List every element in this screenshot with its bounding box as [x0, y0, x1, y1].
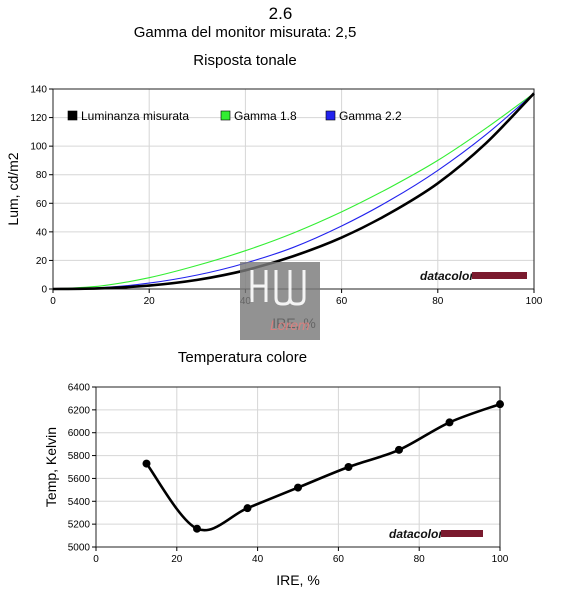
tone-response-chart: 020406080100020406080100120140Luminanza …: [5, 85, 543, 332]
x-tick-label: 0: [93, 554, 99, 565]
color-temperature-title: Temperatura colore: [177, 349, 308, 366]
y-tick-label: 120: [30, 113, 47, 124]
y-tick-label: 80: [36, 170, 48, 181]
y-tick-label: 6400: [68, 383, 91, 394]
legend-label: Gamma 2.2: [339, 109, 402, 123]
datacolor-logo-text: datacolor: [420, 269, 475, 283]
x-tick-label: 100: [492, 554, 509, 565]
data-point: [294, 483, 302, 492]
data-point: [395, 445, 403, 454]
y-tick-label: 0: [41, 285, 47, 296]
watermark-logo: Lorem: [240, 262, 320, 340]
data-point: [445, 418, 454, 427]
datacolor-logo-bar: [472, 272, 527, 279]
data-point: [243, 504, 252, 513]
x-tick-label: 80: [414, 554, 426, 565]
datacolor-logo-bar: [441, 530, 483, 537]
y-tick-label: 5600: [68, 474, 91, 485]
page-title: 2.6: [268, 4, 293, 23]
x-axis-label: IRE, %: [276, 572, 320, 588]
x-tick-label: 0: [50, 296, 56, 307]
datacolor-logo-text: datacolor: [389, 527, 444, 541]
y-axis-label: Lum, cd/m2: [5, 152, 21, 225]
y-tick-label: 5200: [68, 520, 91, 531]
x-tick-label: 80: [432, 296, 444, 307]
y-tick-label: 6000: [68, 428, 91, 439]
tone-response-title: Risposta tonale: [193, 52, 297, 69]
x-tick-label: 40: [252, 554, 264, 565]
data-point: [193, 524, 201, 533]
y-tick-label: 5000: [68, 543, 91, 554]
plot-frame: [95, 386, 501, 548]
legend-swatch: [325, 110, 336, 121]
data-point: [142, 459, 151, 468]
x-tick-label: 60: [336, 296, 348, 307]
legend-label: Luminanza misurata: [81, 109, 189, 123]
y-tick-label: 5800: [68, 451, 91, 462]
y-tick-label: 5400: [68, 497, 91, 508]
y-tick-label: 20: [36, 256, 48, 267]
legend-swatch: [67, 110, 78, 121]
legend-label: Gamma 1.8: [234, 109, 297, 123]
y-tick-label: 60: [36, 199, 48, 210]
x-tick-label: 60: [333, 554, 345, 565]
x-tick-label: 20: [144, 296, 156, 307]
series-line-1: [52, 92, 535, 290]
svg-text:Lorem: Lorem: [270, 317, 310, 333]
series-line-2: [52, 92, 535, 290]
x-tick-label: 20: [171, 554, 183, 565]
y-tick-label: 6200: [68, 405, 91, 416]
legend-swatch: [220, 110, 231, 121]
data-point: [496, 400, 504, 409]
series-line-0: [52, 92, 535, 291]
y-tick-label: 140: [30, 85, 47, 96]
measured-gamma-text: Gamma del monitor misurata: 2,5: [133, 24, 357, 41]
y-tick-label: 100: [30, 142, 47, 153]
x-tick-label: 100: [526, 296, 543, 307]
y-tick-label: 40: [36, 227, 48, 238]
y-axis-label: Temp, Kelvin: [43, 427, 59, 507]
data-point: [344, 463, 353, 471]
